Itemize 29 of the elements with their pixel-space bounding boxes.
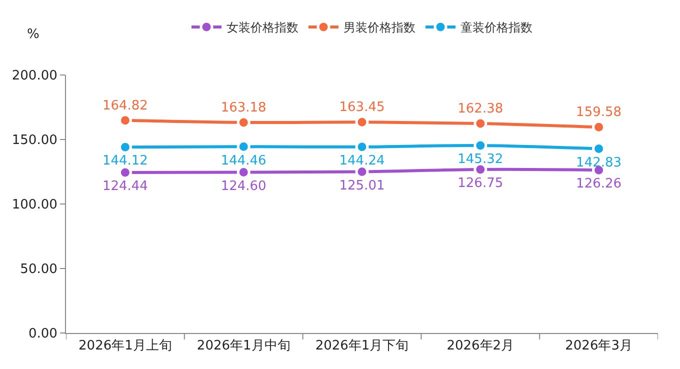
data-label: 159.58	[576, 105, 622, 120]
x-tick-label: 2026年1月上旬	[78, 338, 172, 354]
y-tick-label: 0.00	[28, 326, 58, 342]
data-label: 164.82	[102, 98, 148, 114]
data-label: 125.01	[339, 178, 385, 194]
data-label: 163.45	[339, 100, 385, 116]
y-tick-label: 100.00	[12, 198, 58, 213]
y-axis-title: %	[27, 27, 40, 42]
legend-label: 男装价格指数	[344, 20, 416, 35]
y-tick-label: 50.00	[20, 262, 58, 278]
data-label: 142.83	[576, 155, 622, 170]
x-tick-label: 2026年3月	[565, 338, 632, 354]
data-label: 144.46	[220, 153, 266, 168]
data-label: 144.12	[102, 154, 148, 169]
y-tick-label: 200.00	[12, 68, 58, 84]
x-tick-label: 2026年1月下旬	[315, 338, 409, 354]
data-label: 163.18	[220, 100, 266, 116]
legend-label: 女装价格指数	[226, 20, 298, 35]
data-label: 145.32	[458, 152, 504, 168]
data-label: 144.24	[339, 154, 385, 169]
legend-label: 童装价格指数	[460, 20, 532, 35]
data-label: 124.60	[220, 178, 266, 194]
data-label: 124.44	[102, 179, 148, 194]
data-label: 126.26	[576, 176, 622, 192]
data-label: 126.75	[458, 176, 504, 192]
data-label: 162.38	[458, 101, 504, 116]
x-tick-label: 2026年1月中旬	[196, 338, 290, 354]
y-tick-label: 150.00	[12, 133, 58, 148]
x-tick-label: 2026年2月	[446, 338, 514, 354]
